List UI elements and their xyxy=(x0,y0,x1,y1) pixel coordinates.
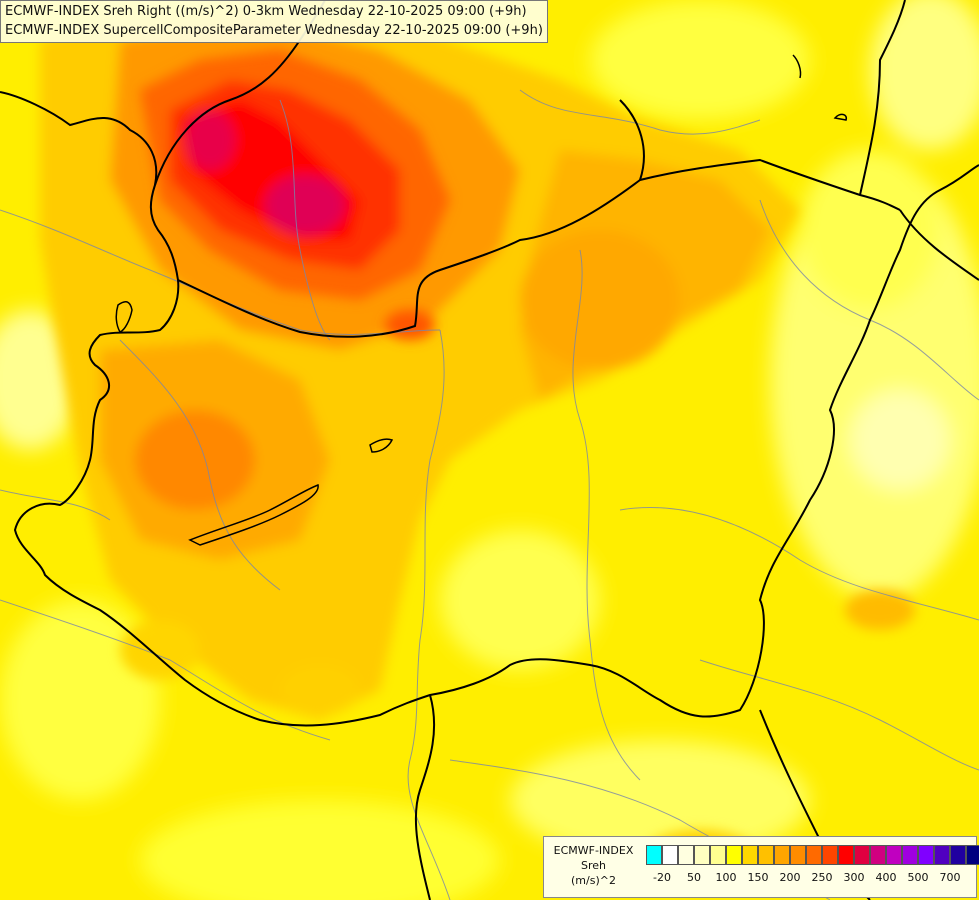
legend-tick-label: 300 xyxy=(843,871,865,884)
legend-tick-label: 200 xyxy=(779,871,801,884)
legend-swatch xyxy=(662,845,678,865)
legend-swatch xyxy=(886,845,902,865)
lake-balaton xyxy=(115,54,848,546)
legend-swatch xyxy=(806,845,822,865)
legend-swatch xyxy=(646,845,662,865)
legend-swatch xyxy=(902,845,918,865)
header-line-scp: ECMWF-INDEX SupercellCompositeParameter … xyxy=(5,23,543,38)
legend-swatch xyxy=(742,845,758,865)
legend-swatch xyxy=(790,845,806,865)
high-values-layer xyxy=(140,50,450,340)
legend-swatch xyxy=(678,845,694,865)
legend-parameter: Sreh xyxy=(580,859,606,872)
legend-swatch xyxy=(774,845,790,865)
legend-swatch xyxy=(822,845,838,865)
legend-swatch xyxy=(710,845,726,865)
legend-swatch xyxy=(918,845,934,865)
legend-swatch xyxy=(854,845,870,865)
legend-swatch xyxy=(934,845,950,865)
map-header: ECMWF-INDEX Sreh Right ((m/s)^2) 0-3km W… xyxy=(0,0,548,43)
legend-tick-label: -20 xyxy=(653,871,671,884)
legend-tick-label: 150 xyxy=(747,871,769,884)
legend-swatch xyxy=(726,845,742,865)
legend-tick-labels: -20 50 100 150 200 250 300 400 500 700 xyxy=(646,871,976,887)
header-line-sreh: ECMWF-INDEX Sreh Right ((m/s)^2) 0-3km W… xyxy=(5,4,527,19)
legend-title: ECMWF-INDEX Sreh (m/s)^2 xyxy=(544,843,643,888)
legend-color-scale xyxy=(646,845,979,865)
legend-tick-label: 700 xyxy=(939,871,961,884)
legend-swatch xyxy=(966,845,979,865)
legend-tick-label: 400 xyxy=(875,871,897,884)
legend-tick-label: 50 xyxy=(687,871,701,884)
color-legend: ECMWF-INDEX Sreh (m/s)^2 -20 50 100 150 200 2… xyxy=(543,836,979,898)
legend-swatch xyxy=(838,845,854,865)
legend-tick-label: 500 xyxy=(907,871,929,884)
legend-model: ECMWF-INDEX xyxy=(553,844,634,857)
legend-swatch xyxy=(694,845,710,865)
legend-unit: (m/s)^2 xyxy=(571,874,616,887)
legend-tick-label: 250 xyxy=(811,871,833,884)
legend-swatch xyxy=(870,845,886,865)
legend-tick-label: 100 xyxy=(715,871,737,884)
legend-swatch xyxy=(758,845,774,865)
legend-swatch xyxy=(950,845,966,865)
